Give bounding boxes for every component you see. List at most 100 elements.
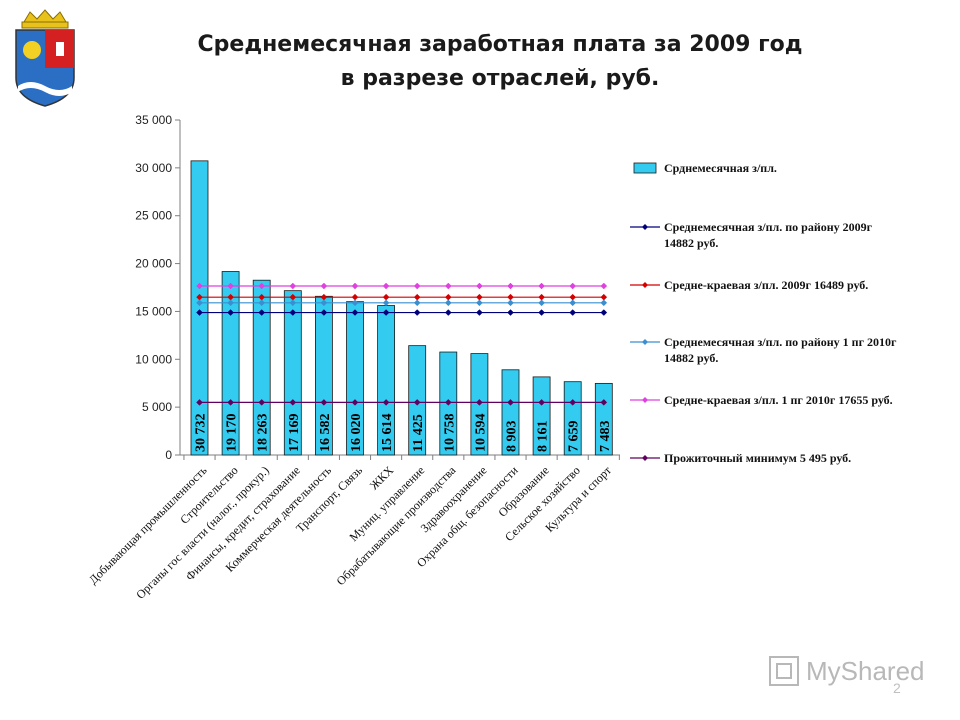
line-marker	[320, 399, 328, 406]
line-marker	[507, 299, 514, 307]
legend-label: Среднемесячная з/пл. по району 2009г 1488…	[664, 220, 873, 250]
line-marker	[507, 293, 514, 301]
watermark: MyShared	[768, 655, 925, 687]
bar	[283, 290, 302, 456]
watermark-logo-icon	[769, 656, 799, 686]
line-marker	[476, 299, 483, 307]
legend-marker	[642, 282, 648, 288]
legend-marker	[642, 224, 648, 230]
line-marker	[196, 299, 203, 307]
data-label: 18 263	[256, 414, 271, 453]
line-marker	[258, 309, 266, 316]
line-marker	[413, 299, 421, 307]
line-marker	[569, 309, 577, 316]
line-marker	[444, 399, 452, 406]
line-marker	[476, 282, 483, 290]
data-label: 19 170	[225, 414, 240, 453]
y-tick-label: 30 000	[135, 161, 172, 175]
line-marker	[569, 299, 577, 307]
line-marker	[600, 293, 608, 301]
data-label: 7 659	[567, 421, 582, 453]
line-marker	[289, 399, 297, 406]
line-marker	[444, 282, 452, 290]
data-label: 11 425	[411, 414, 426, 452]
line-marker	[351, 282, 359, 290]
line-marker	[351, 399, 359, 406]
line-marker	[507, 309, 514, 316]
line-marker	[538, 309, 545, 316]
bar	[221, 271, 240, 456]
y-tick-label: 35 000	[135, 113, 172, 127]
y-tick-label: 25 000	[135, 209, 172, 223]
line-marker	[382, 293, 390, 301]
line-marker	[569, 399, 577, 406]
line-marker	[600, 299, 608, 307]
line-marker	[196, 282, 203, 290]
data-label: 10 758	[442, 414, 457, 453]
line-marker	[476, 399, 483, 406]
legend-label: Средне-краевая з/пл. 1 пг 2010г 17655 ру…	[664, 393, 893, 407]
y-tick-label: 10 000	[135, 352, 172, 366]
line-marker	[413, 282, 421, 290]
line-marker	[289, 282, 297, 290]
line-marker	[382, 282, 390, 290]
legend-marker	[642, 397, 648, 403]
line-marker	[538, 293, 545, 301]
legend-label: Прожиточный минимум 5 495 руб.	[664, 451, 851, 465]
legend: Срднемесячная з/пл. Среднемесячная з/пл. …	[630, 161, 897, 465]
data-label: 10 594	[473, 413, 488, 452]
legend-label: Средне-краевая з/пл. 2009г 16489 руб.	[664, 278, 868, 292]
line-marker	[382, 299, 390, 307]
watermark-text: MyShared	[806, 655, 925, 686]
bar	[252, 279, 271, 456]
x-axis-labels: Добывающая промышленностьСтроительствоОр…	[86, 463, 614, 602]
line-marker	[258, 299, 266, 307]
coat-of-arms-icon	[10, 8, 80, 113]
line-marker	[507, 282, 514, 290]
line-marker	[227, 282, 234, 290]
line-marker	[320, 299, 328, 307]
line-marker	[444, 309, 452, 316]
legend-label: Среднемесячная з/пл. по району 1 пг 2010…	[664, 335, 897, 365]
line-marker	[507, 399, 514, 406]
line-marker	[320, 309, 328, 316]
line-marker	[476, 309, 483, 316]
line-marker	[538, 299, 545, 307]
line-marker	[258, 399, 266, 406]
line-marker	[600, 399, 608, 406]
line-marker	[289, 299, 297, 307]
line-marker	[476, 293, 483, 301]
legend-marker	[642, 455, 648, 461]
line-marker	[320, 282, 328, 290]
y-tick-label: 0	[165, 448, 172, 462]
line-marker	[600, 282, 608, 290]
line-marker	[413, 293, 421, 301]
value-labels: 30 732 19 170 18 263 17 169 16 582 16 020 15 6…	[194, 413, 613, 452]
data-label: 8 161	[536, 421, 551, 453]
title-line-1: Среднемесячная заработная плата за 2009 …	[197, 32, 803, 57]
legend-label: Срднемесячная з/пл.	[664, 161, 777, 175]
bar	[594, 382, 613, 456]
line-marker	[258, 282, 266, 290]
data-label: 17 169	[287, 414, 302, 453]
line-marker	[196, 309, 203, 316]
line-marker	[382, 399, 390, 406]
legend-marker	[642, 339, 648, 345]
line-marker	[351, 293, 359, 301]
line-marker	[413, 309, 421, 316]
y-tick-label: 15 000	[135, 304, 172, 318]
title-line-2: в разрезе отраслей, руб.	[340, 66, 660, 91]
data-label: 16 582	[318, 414, 333, 453]
bar	[501, 369, 520, 456]
page-number: 2	[893, 680, 901, 696]
line-marker	[289, 309, 297, 316]
line-marker	[569, 282, 577, 290]
line-marker	[600, 309, 608, 316]
line-marker	[413, 399, 421, 406]
line-marker	[569, 293, 577, 301]
bar	[190, 160, 209, 456]
line-marker	[444, 293, 452, 301]
data-label: 7 483	[598, 421, 613, 453]
line-marker	[351, 309, 359, 316]
